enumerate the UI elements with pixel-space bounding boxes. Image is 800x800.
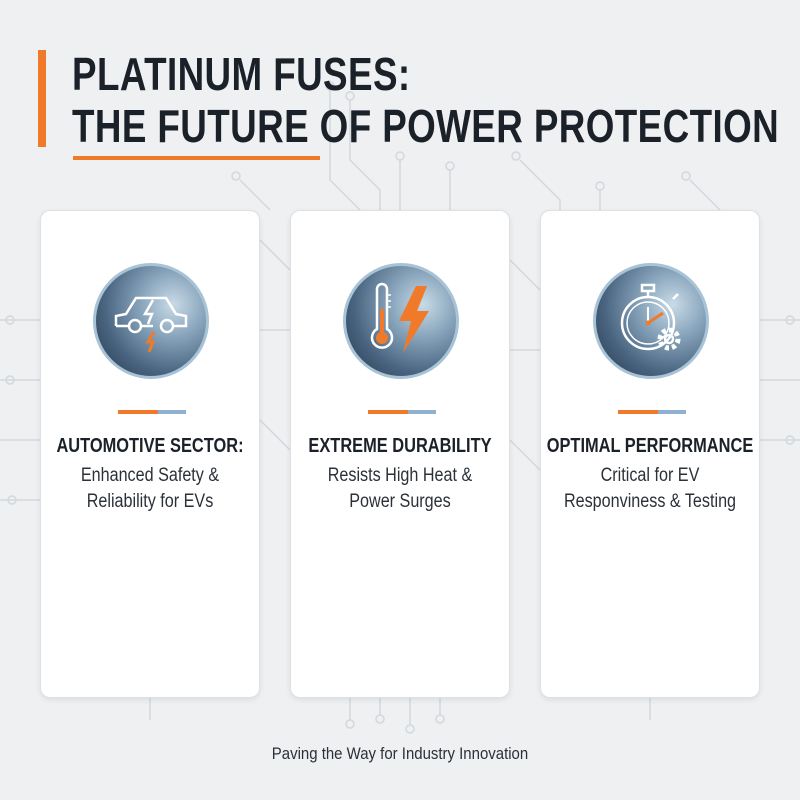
title-line-1: PLATINUM FUSES:	[72, 48, 411, 100]
card-description: Enhanced Safety & Reliability for EVs	[40, 463, 259, 515]
card-performance: OPTIMAL PERFORMANCE Critical for EV Resp…	[540, 210, 760, 698]
desc-line: Responviness & Testing	[563, 491, 737, 512]
desc-line: Resists High Heat &	[327, 465, 473, 486]
card-divider	[618, 410, 686, 414]
title-underline	[73, 156, 320, 160]
card-title: AUTOMOTIVE SECTOR:	[56, 435, 244, 457]
desc-line: Critical for EV	[600, 465, 700, 486]
card-description: Critical for EV Responviness & Testing	[540, 463, 759, 515]
title-accent-bar	[38, 50, 46, 147]
desc-line: Power Surges	[349, 491, 451, 512]
card-automotive: AUTOMOTIVE SECTOR: Enhanced Safety & Rel…	[40, 210, 260, 698]
desc-line: Enhanced Safety &	[80, 465, 220, 486]
card-title: OPTIMAL PERFORMANCE	[546, 435, 754, 457]
card-description: Resists High Heat & Power Surges	[290, 463, 509, 515]
thermometer-lightning-icon	[343, 263, 459, 379]
card-divider	[368, 410, 436, 414]
stopwatch-gear-icon	[593, 263, 709, 379]
footer-tagline: Paving the Way for Industry Innovation	[271, 744, 529, 763]
title-line-2: THE FUTURE OF POWER PROTECTION	[72, 100, 780, 152]
card-divider	[118, 410, 186, 414]
card-title: EXTREME DURABILITY	[308, 435, 492, 457]
page-title: PLATINUM FUSES: THE FUTURE OF POWER PROT…	[72, 48, 779, 152]
card-durability: EXTREME DURABILITY Resists High Heat & P…	[290, 210, 510, 698]
electric-car-icon	[93, 263, 209, 379]
desc-line: Reliability for EVs	[86, 491, 214, 512]
